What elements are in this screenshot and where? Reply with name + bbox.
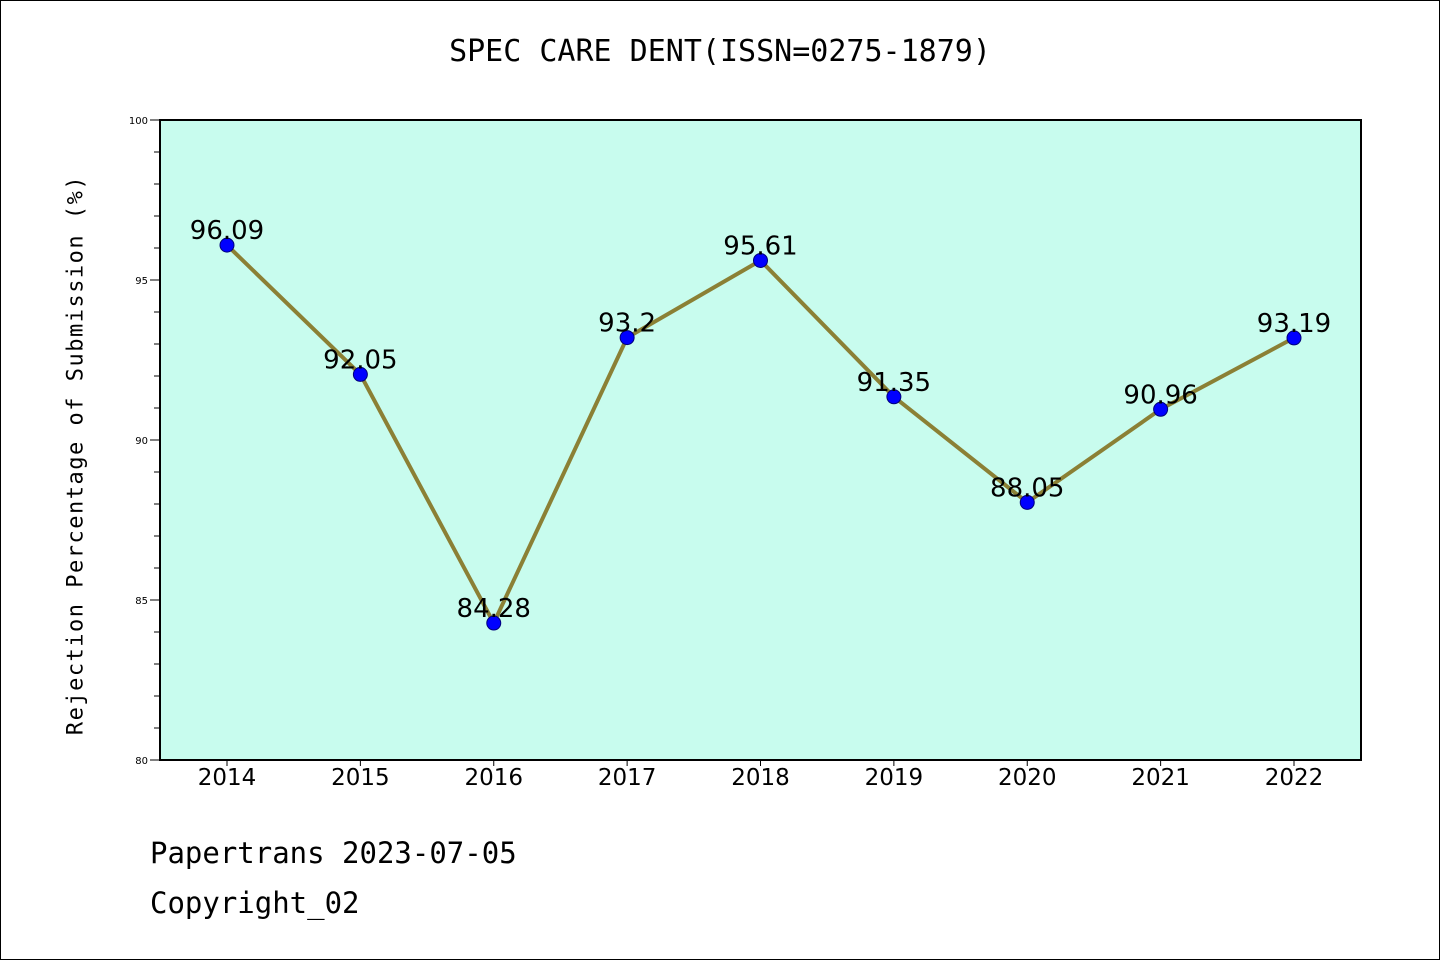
data-point [352, 366, 368, 382]
data-point [1153, 401, 1169, 417]
data-point [886, 389, 902, 405]
y-tick-label: 95 [135, 276, 148, 287]
data-label: 95.61 [723, 231, 797, 261]
data-point [619, 330, 635, 346]
plot-area [160, 120, 1361, 760]
x-tick-label: 2014 [198, 765, 257, 791]
data-label: 88.05 [990, 473, 1064, 503]
y-tick-label: 100 [129, 116, 148, 127]
y-tick-label: 80 [135, 756, 148, 767]
data-label: 96.09 [190, 216, 264, 246]
data-point [486, 615, 502, 631]
data-label: 90.96 [1123, 380, 1197, 410]
x-tick-label: 2017 [598, 765, 657, 791]
footer-date-line: Papertrans 2023-07-05 [150, 836, 517, 870]
plot-border [159, 119, 1362, 761]
data-label: 92.05 [323, 345, 397, 375]
data-label: 91.35 [857, 368, 931, 398]
y-tick-label: 90 [135, 436, 148, 447]
data-point [219, 237, 235, 253]
x-tick-label: 2020 [998, 765, 1057, 791]
y-tick-label: 85 [135, 596, 148, 607]
chart-title: SPEC CARE DENT(ISSN=0275-1879) [449, 34, 991, 69]
x-tick-label: 2018 [731, 765, 790, 791]
data-point [753, 252, 768, 268]
x-tick-label: 2022 [1265, 765, 1324, 791]
footer-copyright-line: Copyright_02 [150, 886, 360, 920]
x-tick-label: 2021 [1131, 765, 1190, 791]
x-tick-label: 2015 [331, 765, 390, 791]
x-tick-label: 2016 [464, 765, 523, 791]
data-point [1019, 494, 1035, 510]
data-label: 84.28 [457, 594, 531, 624]
x-tick-label: 2019 [865, 765, 924, 791]
data-label: 93.19 [1257, 309, 1331, 339]
data-point [1286, 330, 1302, 346]
data-label: 93.2 [598, 309, 656, 339]
